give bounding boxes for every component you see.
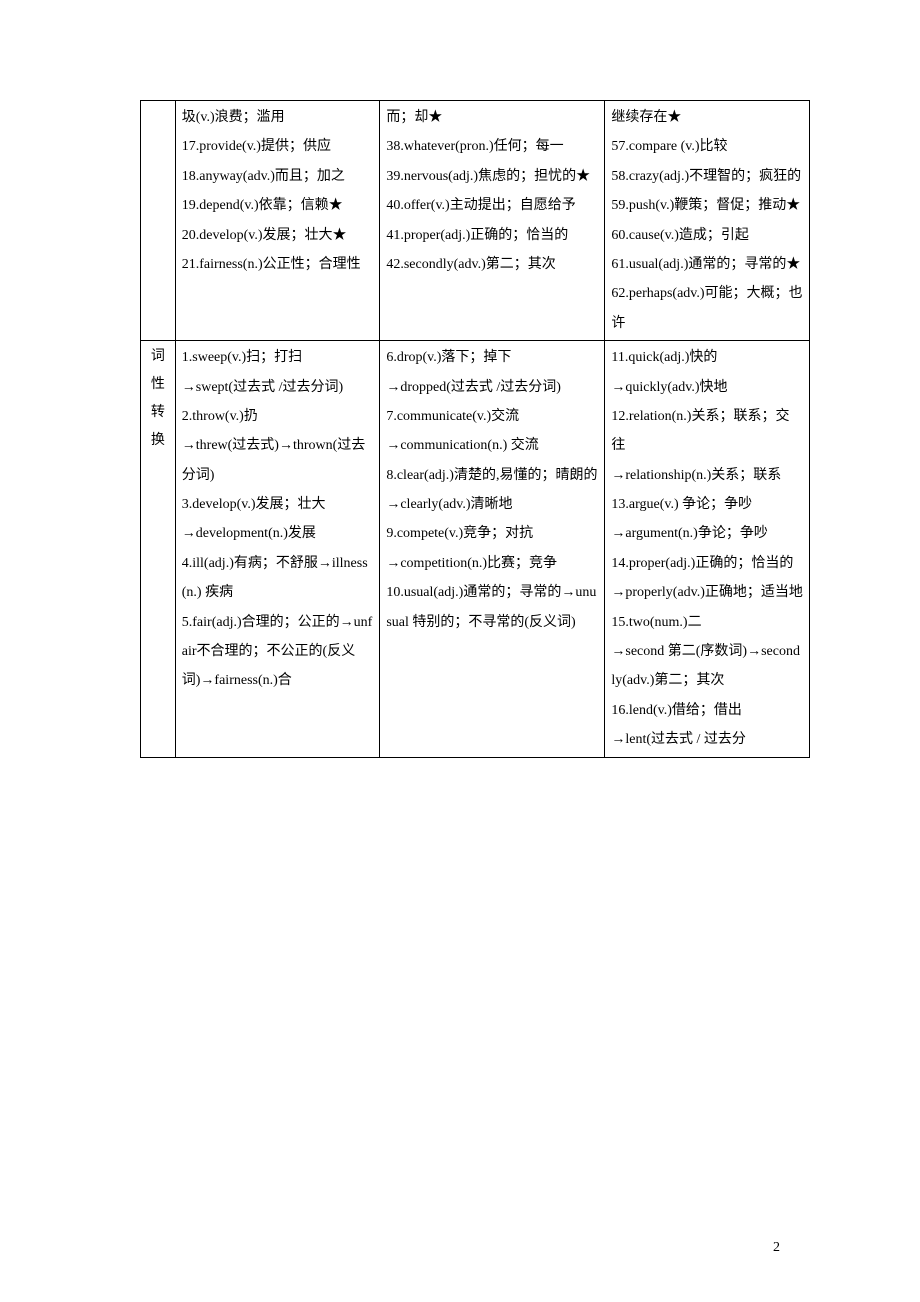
table-row: 词性转换 1.sweep(v.)扫；打扫→swept(过去式 /过去分词)2.t… — [141, 341, 810, 757]
vocab-cell: 6.drop(v.)落下；掉下→dropped(过去式 /过去分词)7.comm… — [380, 341, 605, 757]
page-number: 2 — [773, 1233, 780, 1262]
row-category-label: 词性转换 — [141, 341, 176, 757]
table-row: 圾(v.)浪费；滥用17.provide(v.)提供；供应18.anyway(a… — [141, 101, 810, 341]
row-category-label — [141, 101, 176, 341]
vocab-cell: 而；却★38.whatever(pron.)任何；每一39.nervous(ad… — [380, 101, 605, 341]
document-page: 圾(v.)浪费；滥用17.provide(v.)提供；供应18.anyway(a… — [0, 0, 920, 1302]
vocab-cell: 继续存在★57.compare (v.)比较58.crazy(adj.)不理智的… — [605, 101, 810, 341]
vocab-cell: 1.sweep(v.)扫；打扫→swept(过去式 /过去分词)2.throw(… — [175, 341, 380, 757]
vocab-cell: 圾(v.)浪费；滥用17.provide(v.)提供；供应18.anyway(a… — [175, 101, 380, 341]
vocabulary-table: 圾(v.)浪费；滥用17.provide(v.)提供；供应18.anyway(a… — [140, 100, 810, 758]
vocab-cell: 11.quick(adj.)快的→quickly(adv.)快地12.relat… — [605, 341, 810, 757]
